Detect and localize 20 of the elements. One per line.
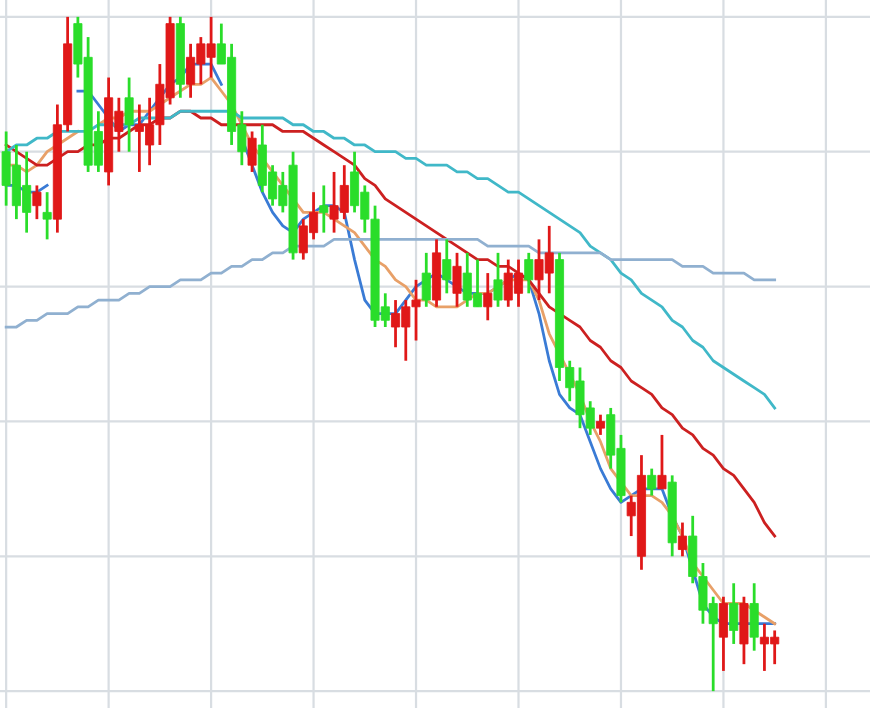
candlestick: [729, 581, 739, 646]
candlestick: [718, 595, 728, 673]
candlestick: [493, 251, 503, 309]
candlestick: [432, 237, 442, 309]
candlestick: [42, 190, 52, 241]
candlestick: [247, 130, 257, 174]
candlestick: [319, 184, 329, 235]
candlestick: [749, 581, 759, 653]
candlestick: [657, 433, 667, 491]
candlestick: [524, 251, 534, 295]
candlestick: [32, 184, 42, 221]
candlestick: [452, 251, 462, 309]
candlestick: [739, 595, 749, 666]
candlestick: [124, 76, 134, 154]
candlestick: [677, 521, 687, 558]
candlestick: [442, 237, 452, 295]
candlestick: [421, 251, 431, 309]
candlestick: [595, 413, 605, 437]
candlestick: [483, 271, 493, 322]
candlestick: [647, 467, 657, 497]
